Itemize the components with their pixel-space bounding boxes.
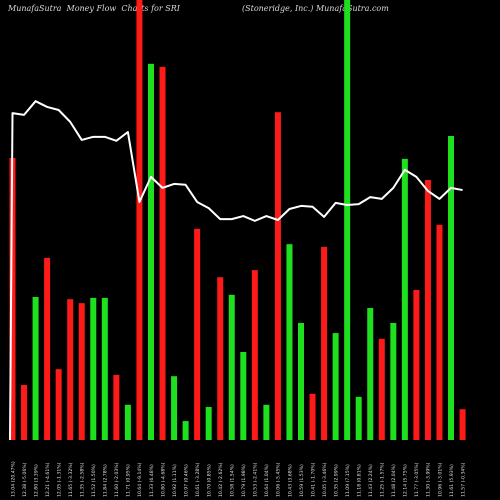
bar [436, 224, 443, 440]
bar [159, 66, 166, 440]
x-tick-label: 13.04 (20.47%) [10, 461, 16, 497]
bar [459, 409, 466, 440]
x-tick-label: 10.61 (-3.28%) [195, 462, 201, 497]
x-tick-label: 11.61 (5.93%) [449, 464, 455, 497]
x-tick-label: 12.14 (5.75%) [403, 464, 409, 497]
x-tick-label: 11.30 (-3.99%) [426, 462, 432, 497]
bar [136, 0, 143, 440]
x-tick-label: 10.05 (-3.46%) [322, 462, 328, 497]
bar [240, 352, 247, 440]
bar [113, 374, 120, 440]
x-tick-labels: 13.04 (20.47%) 12.38 (-5.06%) 12.80 (3.39%… [10, 461, 466, 497]
bar [263, 404, 270, 440]
x-tick-label: 11.52 (1.50%) [91, 464, 97, 497]
x-tick-label: 12.21 (-4.61%) [45, 462, 51, 497]
x-tick-label: 10.96 (-3.01%) [437, 462, 443, 497]
x-tick-label: 10.53 (-2.41%) [253, 462, 259, 497]
x-tick-label: 11.65 (-3.32%) [68, 462, 74, 497]
x-tick-label: 10.97 (0.46%) [183, 464, 189, 497]
x-tick-label: 10.79 (1.98%) [241, 464, 247, 497]
x-tick-label: 11.25 (-1.57%) [380, 462, 386, 497]
bar [332, 333, 339, 440]
bar [448, 135, 455, 440]
bar [217, 277, 224, 440]
bar [228, 294, 235, 440]
x-tick-label: 11.35 (-2.58%) [80, 462, 86, 497]
bar [55, 369, 62, 440]
x-tick-label: 10.58 (1.54%) [230, 464, 236, 497]
bar [298, 322, 304, 440]
bar [205, 407, 212, 440]
x-tick-label: 12.38 (-5.06%) [22, 462, 28, 497]
bar [321, 246, 328, 440]
x-tick-label: 10.80 (-4.68%) [160, 462, 166, 497]
x-tick-label: 11.18 (0.81%) [357, 464, 363, 497]
bar [101, 297, 108, 440]
x-tick-label: 11.48 (2.04%) [391, 464, 397, 497]
x-tick-label: 11.43 (2.24%) [368, 464, 374, 497]
bar [194, 228, 201, 440]
x-tick-label: 10.64 (-9.14%) [137, 462, 143, 497]
bar [9, 157, 16, 440]
bar [367, 308, 374, 440]
bar [32, 297, 39, 440]
x-tick-label: 10.64 (1.04%) [264, 464, 270, 497]
bar [44, 257, 51, 440]
bar [378, 338, 385, 440]
bar [21, 385, 28, 440]
bar [147, 63, 154, 441]
x-tick-label: 12.05 (-1.31%) [56, 462, 62, 497]
x-tick-label: 11.84 (2.78%) [103, 464, 109, 497]
bar [78, 303, 85, 440]
x-tick-label: 10.42 (-2.62%) [218, 462, 224, 497]
x-tick-label: 10.70 (0.85%) [206, 464, 212, 497]
bar [355, 396, 362, 440]
x-tick-label: 12.80 (3.39%) [33, 464, 39, 497]
x-tick-label: 10.59 (1.53%) [299, 464, 305, 497]
x-tick-label: 10.43 (3.68%) [287, 464, 293, 497]
chart-subtitle: (Stoneridge, Inc.) MunafaSutra.com [242, 4, 389, 13]
money-flow-line [9, 100, 463, 441]
bar [124, 404, 131, 440]
bar [309, 393, 316, 440]
bar [90, 297, 97, 440]
bar [344, 0, 351, 440]
x-tick-label: 11.33 (6.48%) [149, 464, 155, 497]
bar [67, 299, 74, 440]
bar [413, 289, 420, 440]
bars-group [9, 0, 466, 441]
x-tick-label: 11.77 (-3.05%) [414, 462, 420, 497]
chart-title: MunafaSutra Money Flow Charts for SRI [8, 4, 180, 13]
x-tick-label: 10.35 (2.99%) [333, 464, 339, 497]
bar [251, 270, 258, 440]
bar [182, 421, 189, 440]
x-tick-label: 11.71 (0.95%) [126, 464, 132, 497]
bar [401, 158, 408, 440]
x-tick-label: 11.57 (-0.34%) [460, 462, 466, 497]
x-tick-label: 10.41 (-1.70%) [310, 462, 316, 497]
bar [390, 322, 397, 440]
bar [171, 376, 178, 440]
x-tick-label: 11.60 (-2.03%) [114, 462, 120, 497]
bar [286, 244, 293, 440]
x-tick-label: 10.92 (1.11%) [172, 464, 178, 497]
x-tick-label: 11.09 (7.15%) [345, 464, 351, 497]
bar [274, 112, 281, 440]
bar [424, 179, 431, 440]
x-tick-label: 10.06 (-5.45%) [276, 462, 282, 497]
